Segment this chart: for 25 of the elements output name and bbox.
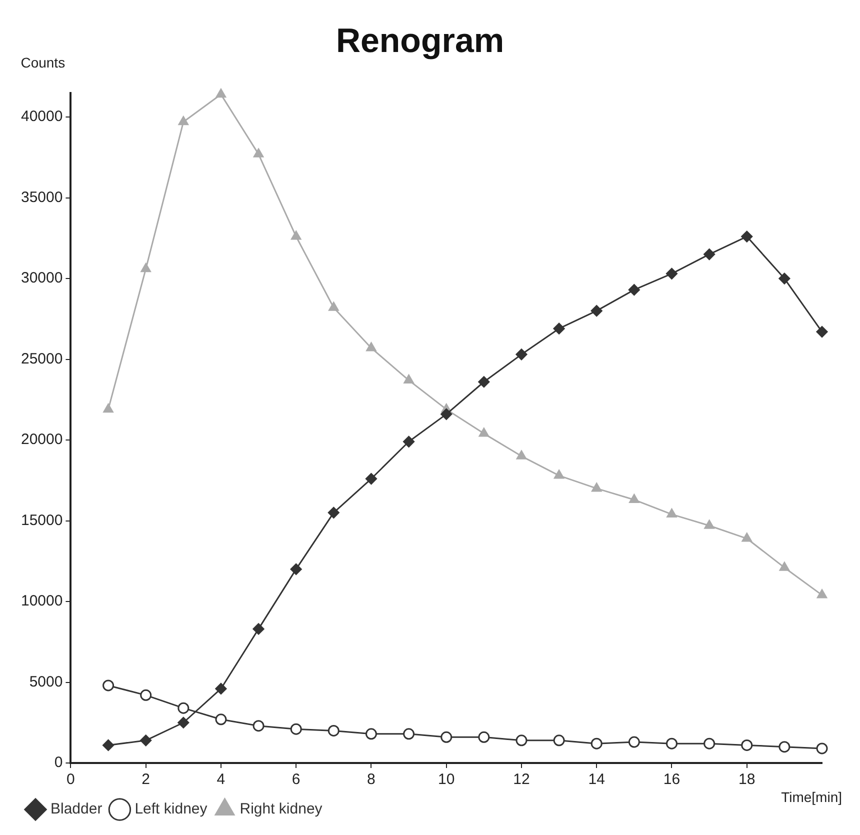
legend-label: Right kidney	[240, 800, 323, 818]
x-tick-label: 6	[292, 771, 300, 788]
x-axis-title: Time[min]	[781, 788, 842, 805]
y-tick-label: 0	[54, 754, 63, 772]
x-tick-label: 14	[588, 771, 605, 788]
y-tick-label: 15000	[20, 512, 63, 529]
x-tick-label: 2	[142, 771, 150, 788]
legend-label: Bladder	[50, 800, 102, 818]
x-tick-label: 10	[438, 771, 455, 788]
legend-label: Left kidney	[134, 800, 208, 818]
x-tick-label: 4	[216, 771, 226, 788]
x-tick-label: 18	[738, 771, 756, 788]
y-axis-title: Counts	[20, 54, 66, 71]
x-tick-label: 12	[513, 771, 530, 788]
y-tick-label: 20000	[20, 431, 63, 448]
x-tick-label: 16	[663, 771, 680, 788]
y-tick-label: 30000	[20, 270, 63, 287]
y-tick-label: 40000	[20, 108, 63, 126]
chart-title: Renogram	[336, 22, 504, 60]
x-tick-label: 0	[66, 771, 75, 788]
x-tick-label: 8	[367, 771, 376, 788]
y-tick-label: 10000	[20, 592, 63, 610]
y-tick-label: 5000	[29, 673, 63, 690]
y-tick-label: 25000	[20, 350, 63, 368]
y-tick-label: 35000	[20, 188, 63, 206]
